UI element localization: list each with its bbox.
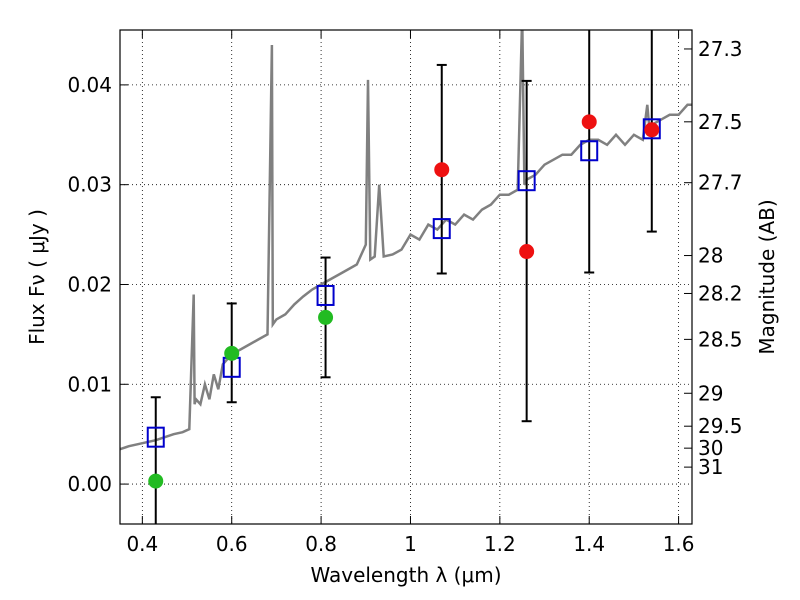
y-tick-label: 0.02: [67, 272, 112, 296]
y-tick-label: 0.00: [67, 472, 112, 496]
mag-tick-label: 31: [698, 455, 723, 479]
x-tick-label: 0.8: [305, 532, 337, 556]
model-square-point: [580, 140, 599, 162]
x-tick-label: 0.4: [126, 532, 158, 556]
red-data-point: [519, 244, 535, 260]
model-square-point: [432, 218, 451, 240]
x-tick-label: 0.6: [216, 532, 248, 556]
y2-axis-title: Magnitude (AB): [755, 199, 779, 354]
red-data-point: [434, 162, 450, 178]
mag-tick-label: 29.5: [698, 414, 743, 438]
model-square-point: [146, 426, 165, 448]
spectrum-line: [120, 30, 692, 451]
mag-tick-label: 27.3: [698, 37, 743, 61]
mag-tick-label: 27.7: [698, 171, 743, 195]
y-tick-label: 0.01: [67, 372, 112, 396]
grid: [120, 30, 692, 524]
mag-tick-label: 28.5: [698, 327, 743, 351]
x-tick-label: 1: [404, 532, 417, 556]
red-data-point: [581, 114, 597, 130]
mag-tick-label: 30: [698, 436, 723, 460]
mag-tick-label: 27.5: [698, 110, 743, 134]
y-axis-title: Flux Fν ( μJy ): [25, 209, 49, 345]
mag-tick-label: 28: [698, 244, 723, 268]
plot-frame: [119, 29, 693, 525]
y-tick-label: 0.04: [67, 73, 112, 97]
ticks: 0.4 0.6 0.8 1 1.2 1.4 1.6 0.00 0.01 0.02 0.03 0.04 2…: [67, 30, 743, 556]
model-square-point: [642, 118, 661, 140]
green-data-point: [148, 473, 164, 489]
x-tick-label: 1.6: [663, 532, 695, 556]
y-tick-label: 0.03: [67, 173, 112, 197]
x-tick-label: 1.2: [484, 532, 516, 556]
red-data-point: [644, 122, 660, 138]
mag-tick-label: 28.2: [698, 281, 743, 305]
model-square-point: [517, 170, 536, 192]
mag-tick-label: 29: [698, 381, 723, 405]
green-data-point: [318, 309, 334, 325]
error-bars: [150, 30, 657, 524]
x-tick-label: 1.4: [573, 532, 605, 556]
model-square-point: [316, 284, 335, 306]
markers: [146, 114, 661, 489]
x-axis-title: Wavelength λ (μm): [310, 563, 501, 587]
green-data-point: [224, 345, 240, 361]
